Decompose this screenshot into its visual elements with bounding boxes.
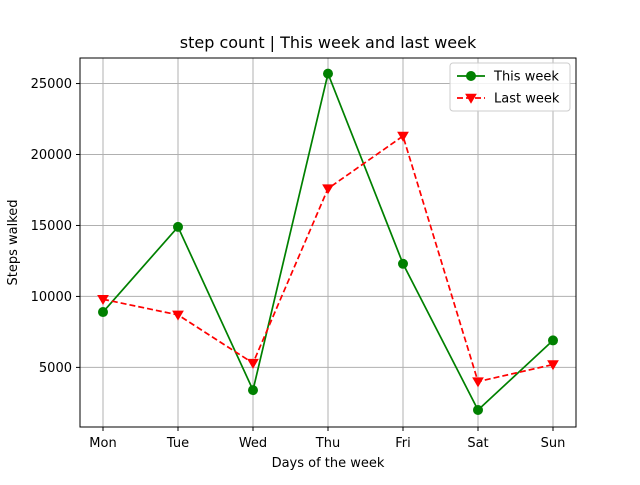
legend-box xyxy=(449,62,571,112)
legend-label-this-week: This week xyxy=(493,70,559,85)
data-point-this-week xyxy=(473,404,483,415)
y-tick-label: 25000 xyxy=(31,77,72,92)
x-tick-label: Tue xyxy=(166,436,189,451)
series-this-week xyxy=(98,68,558,415)
data-point-last-week xyxy=(397,131,409,142)
x-tick-label: Thu xyxy=(315,436,340,451)
data-point-last-week xyxy=(247,358,259,369)
x-tick-label: Sun xyxy=(541,436,566,451)
x-axis-label: Days of the week xyxy=(272,456,385,471)
y-axis-label: Steps walked xyxy=(6,199,21,285)
legend-marker-this-week xyxy=(466,71,476,81)
y-tick-label: 15000 xyxy=(31,219,72,234)
x-tick-label: Sat xyxy=(467,436,488,451)
y-tick-label: 10000 xyxy=(31,290,72,305)
x-tick-label: Wed xyxy=(239,436,267,451)
axis-ticks: Mon Tue Wed Thu Fri Sat Sun 5000 10000 15000 20000… xyxy=(31,77,566,451)
data-point-this-week xyxy=(98,307,108,318)
data-point-this-week xyxy=(173,221,183,232)
series-last-week xyxy=(97,131,559,388)
data-point-this-week xyxy=(548,335,558,346)
data-point-last-week xyxy=(322,184,334,195)
x-tick-label: Fri xyxy=(395,436,411,451)
series-layer xyxy=(97,68,559,415)
chart-title: step count | This week and last week xyxy=(180,33,477,52)
legend: This week Last week xyxy=(449,62,571,112)
x-tick-label: Mon xyxy=(89,436,116,451)
data-point-last-week xyxy=(547,360,559,371)
data-point-this-week xyxy=(398,258,408,269)
legend-label-last-week: Last week xyxy=(494,92,560,107)
data-point-last-week xyxy=(172,310,184,321)
data-point-this-week xyxy=(248,385,258,396)
data-point-last-week xyxy=(472,377,484,388)
y-tick-label: 5000 xyxy=(39,361,72,376)
data-point-this-week xyxy=(323,68,333,79)
data-point-last-week xyxy=(97,295,109,306)
grid xyxy=(80,58,576,427)
y-tick-label: 20000 xyxy=(31,148,72,163)
legend-marker-last-week xyxy=(465,93,477,104)
